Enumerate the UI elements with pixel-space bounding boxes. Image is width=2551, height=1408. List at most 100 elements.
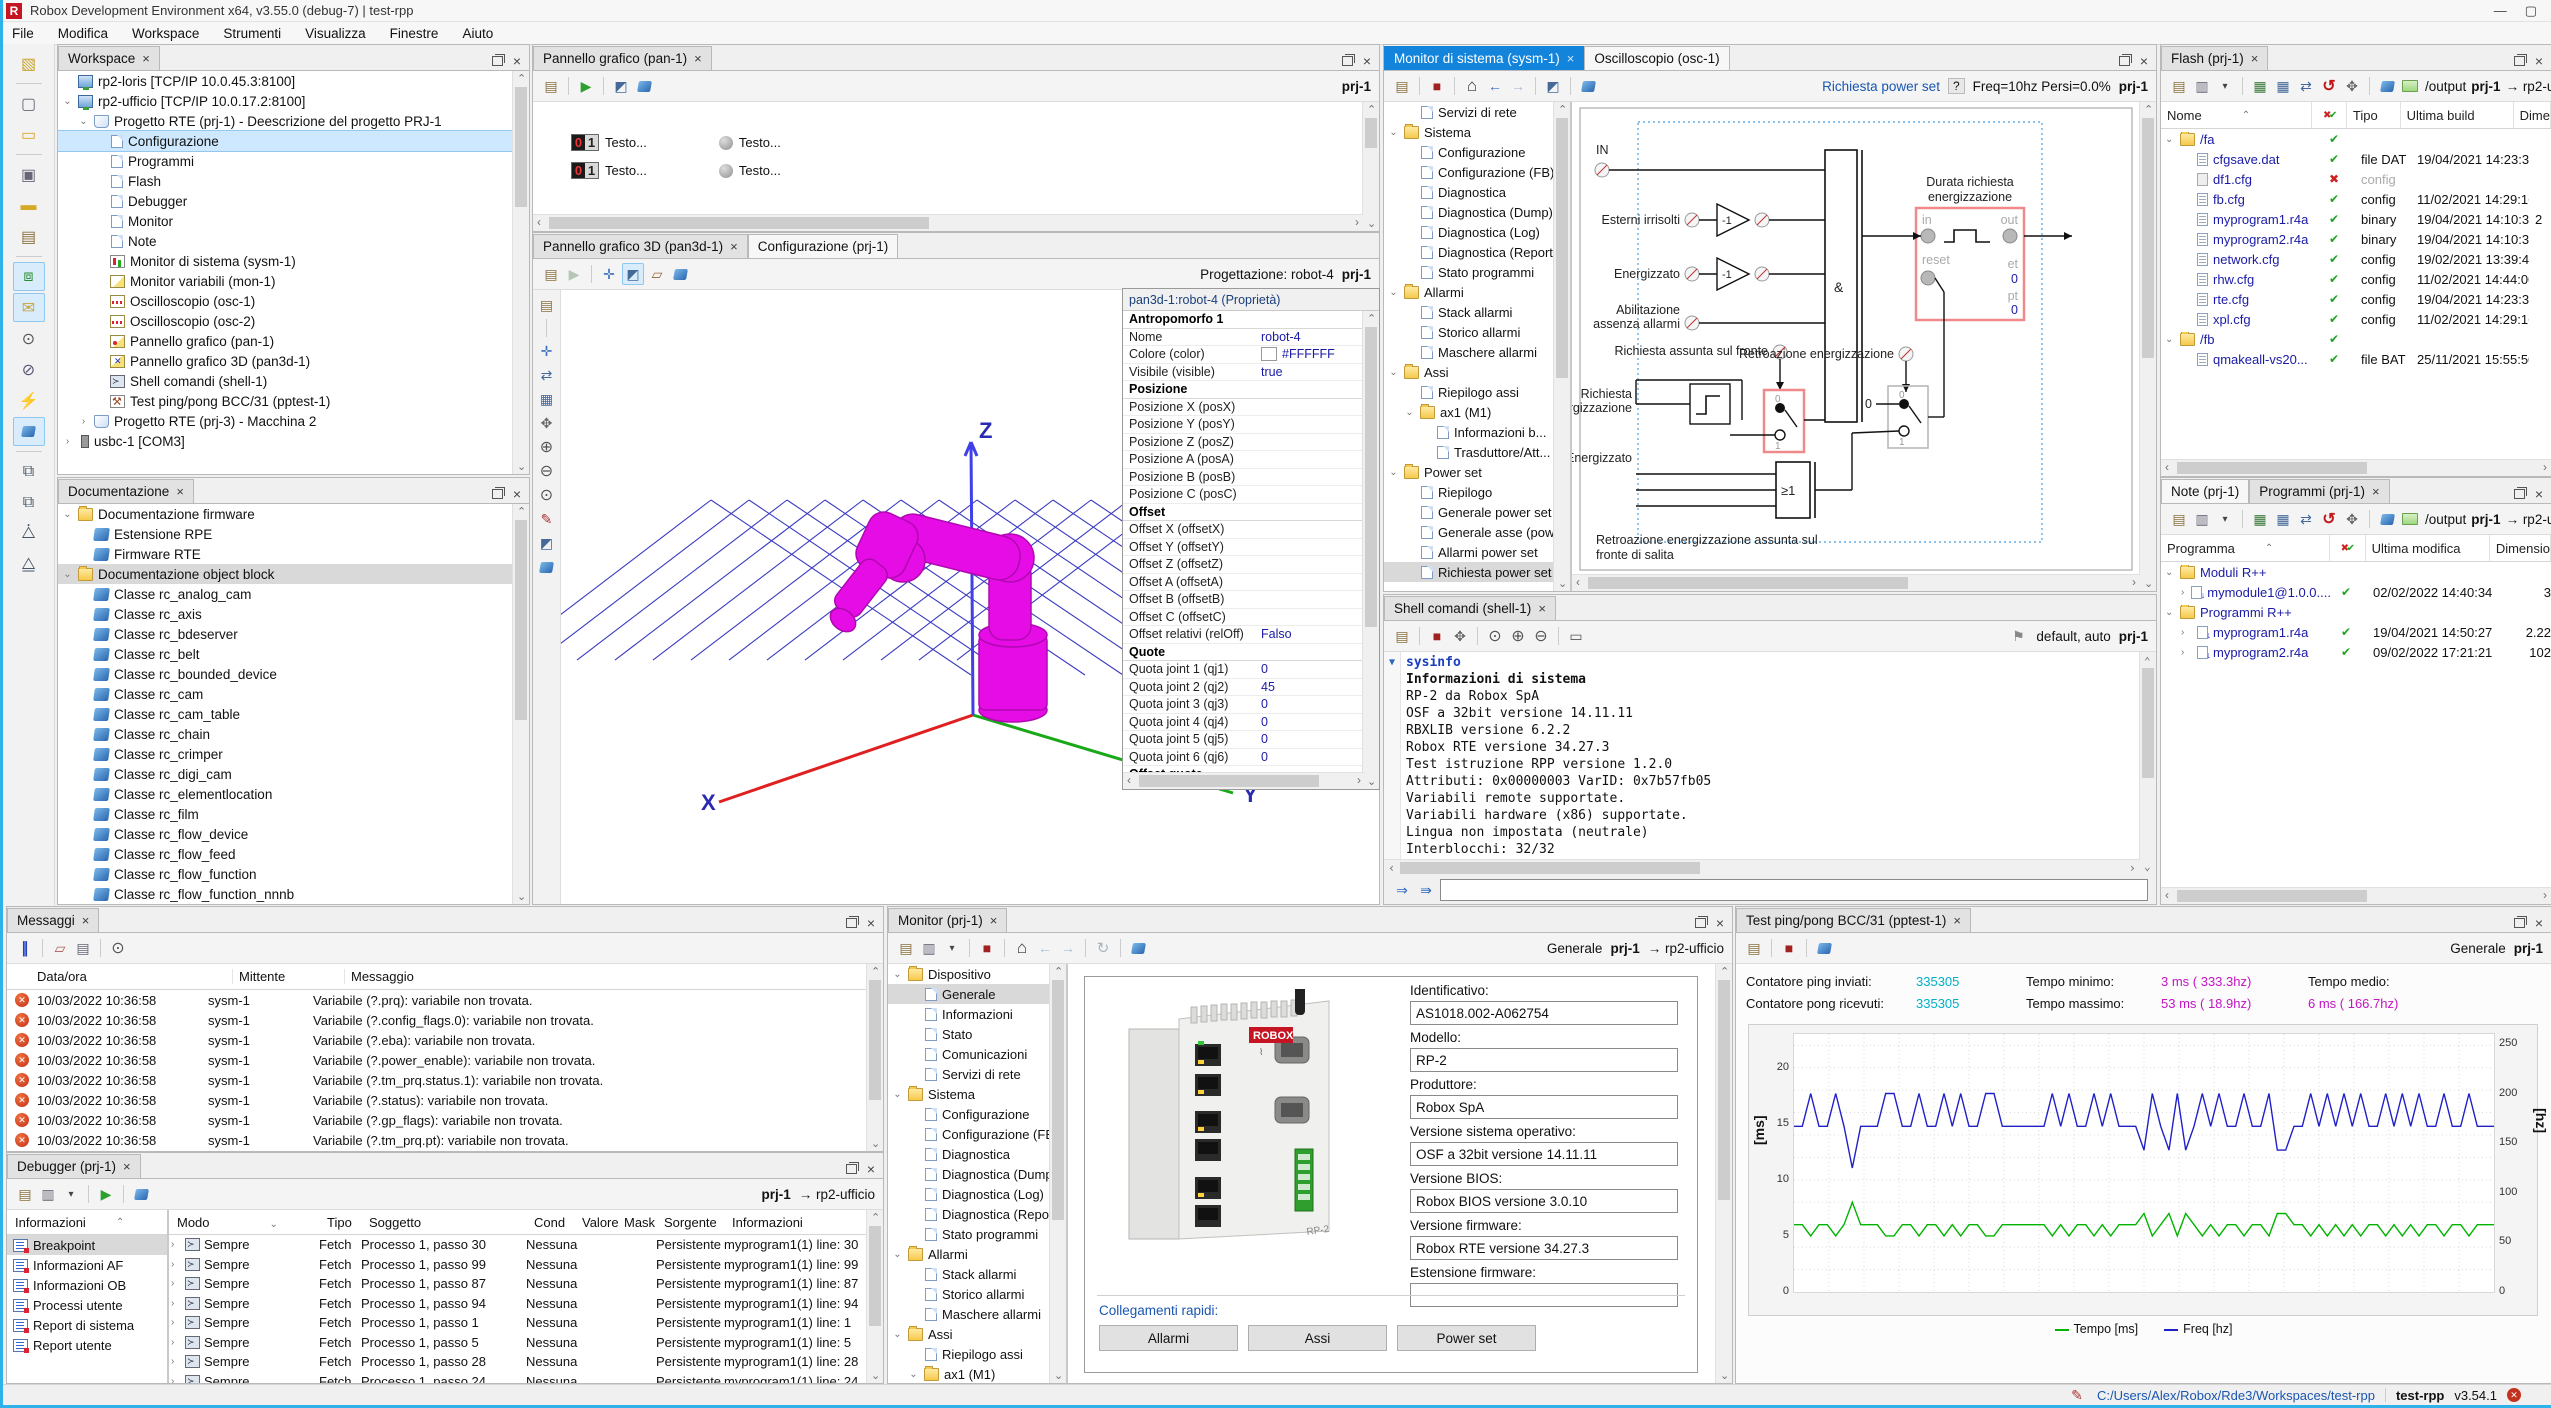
doc-tree-item[interactable]: Firmware RTE xyxy=(58,544,529,564)
expander-icon[interactable]: ⌄ xyxy=(1405,406,1414,418)
toolbar-icon[interactable] xyxy=(591,265,592,283)
property-value[interactable]: 45 xyxy=(1261,679,1275,694)
monitor-tree-item[interactable]: ⌄ ax1 (M1) xyxy=(888,1364,1066,1383)
windows-cascade-icon[interactable]: ⧊ xyxy=(21,524,36,542)
vertical-scrollbar[interactable] xyxy=(1715,964,1732,1383)
monitor-tree-item[interactable]: Generale xyxy=(888,984,1066,1004)
doc-tree-item[interactable]: ⌄ Documentazione firmware xyxy=(58,504,529,524)
toolbar-icon[interactable] xyxy=(2273,76,2293,96)
close-panel-icon[interactable]: × xyxy=(1362,53,1371,69)
toolbar-icon[interactable] xyxy=(564,264,584,284)
sysm-tree-item[interactable]: Configurazione xyxy=(1384,142,1570,162)
tab-pptest[interactable]: Test ping/pong BCC/31 (pptest-1) × xyxy=(1736,908,1971,932)
digital-indicator[interactable]: 0 1 xyxy=(571,134,599,151)
toolbar-icon[interactable] xyxy=(1771,939,1772,957)
shell-profile[interactable]: default, auto xyxy=(2036,628,2111,644)
save-icon[interactable]: ▣ xyxy=(20,166,37,184)
toolbar-icon[interactable] xyxy=(977,938,997,958)
property-row[interactable]: Offset X (offsetX) xyxy=(1123,521,1365,539)
lightning-icon[interactable]: ⚡ xyxy=(18,392,39,410)
message-row[interactable]: ✕ 10/03/2022 10:36:58 sysm-1 Variabile (… xyxy=(7,1070,883,1090)
float-panel-icon[interactable] xyxy=(845,1162,859,1174)
close-icon[interactable]: × xyxy=(730,239,738,254)
toolbar-icon[interactable] xyxy=(2215,76,2235,96)
sysm-tree-item[interactable]: Diagnostica (Log) xyxy=(1384,222,1570,242)
sysm-tree-item[interactable]: Riepilogo xyxy=(1384,482,1570,502)
expander-icon[interactable]: › xyxy=(65,435,70,447)
lamp-indicator[interactable] xyxy=(718,163,733,178)
column-status[interactable] xyxy=(2330,535,2366,561)
sysm-tree-item[interactable]: Trasduttore/Att... xyxy=(1384,442,1570,462)
property-value[interactable]: true xyxy=(1261,364,1283,379)
close-icon[interactable]: × xyxy=(989,913,998,928)
flash-row[interactable]: fb.cfg config 11/02/2021 14:29:16 xyxy=(2161,189,2551,209)
doc-tree-item[interactable]: Classe rc_axis xyxy=(58,604,529,624)
pan3d-tool-icon[interactable] xyxy=(537,389,557,409)
horizontal-scrollbar[interactable] xyxy=(2161,459,2551,476)
close-panel-icon[interactable]: × xyxy=(512,53,521,69)
toolbar-icon[interactable] xyxy=(568,77,569,95)
menu-item[interactable]: File xyxy=(12,26,34,41)
sysm-tree-item[interactable]: Generale asse (pow... xyxy=(1384,522,1570,542)
sysm-tree-item[interactable]: Stack allarmi xyxy=(1384,302,1570,322)
toolbar-icon[interactable] xyxy=(1093,938,1113,958)
monitor-tree-item[interactable]: Diagnostica (Dump) xyxy=(888,1164,1066,1184)
toolbar-icon[interactable] xyxy=(919,938,939,958)
float-panel-icon[interactable] xyxy=(491,487,505,499)
toolbar-icon[interactable] xyxy=(1508,76,1528,96)
toolbar-icon[interactable] xyxy=(1570,77,1571,95)
toolbar-icon[interactable] xyxy=(942,938,962,958)
breakpoint-row[interactable]: › Sempre Fetch Processo 1, passo 30 Ness… xyxy=(169,1235,883,1255)
column-informazioni[interactable]: Informazioni xyxy=(732,1214,803,1230)
workspace-tree-item[interactable]: rp2-loris [TCP/IP 10.0.45.3:8100] xyxy=(58,71,529,91)
toolbar-icon[interactable] xyxy=(2296,76,2316,96)
workspace-tree-item[interactable]: Monitor di sistema (sysm-1) xyxy=(58,251,529,271)
property-value[interactable]: 0 xyxy=(1261,662,1268,677)
field-value[interactable]: RP-2 xyxy=(1410,1048,1678,1072)
message-row[interactable]: ✕ 10/03/2022 10:36:58 sysm-1 Variabile (… xyxy=(7,1130,883,1150)
property-value[interactable]: 0 xyxy=(1261,697,1268,712)
expander-icon[interactable]: ⌄ xyxy=(1389,466,1398,478)
output-path[interactable]: /output xyxy=(2425,511,2467,527)
workspace-tree-item[interactable]: Configurazione xyxy=(58,130,529,152)
monitor-tree-item[interactable]: Configurazione xyxy=(888,1104,1066,1124)
toolbar-icon[interactable] xyxy=(1120,939,1121,957)
sysm-tree-item[interactable]: ⌄ ax1 (M1) xyxy=(1384,402,1570,422)
object-blocks-icon[interactable]: ⧈ xyxy=(12,262,45,291)
doc-tree-item[interactable]: Classe rc_chain xyxy=(58,724,529,744)
monitor-tree-item[interactable]: Maschere allarmi xyxy=(888,1304,1066,1324)
toolbar-icon[interactable] xyxy=(1454,77,1455,95)
workspace-tree-item[interactable]: Monitor variabili (mon-1) xyxy=(58,271,529,291)
close-icon[interactable]: × xyxy=(176,484,184,499)
workspace-tree-item[interactable]: Test ping/pong BCC/31 (pptest-1) xyxy=(58,391,529,411)
toolbar-icon[interactable] xyxy=(1566,626,1586,646)
horizontal-scrollbar[interactable] xyxy=(533,214,1363,231)
search-icon[interactable]: ⊙ xyxy=(21,330,36,348)
property-row[interactable]: Posizione A (posA) xyxy=(1123,451,1365,469)
attachment-icon[interactable]: ⊘ xyxy=(21,361,36,379)
toolbar-icon[interactable] xyxy=(1535,77,1536,95)
flash-row[interactable]: qmakeall-vs20... file BAT 25/11/2021 15:… xyxy=(2161,349,2551,369)
toolbar-icon[interactable] xyxy=(1012,938,1032,958)
property-row[interactable]: Colore (color) #FFFFFF xyxy=(1123,346,1365,364)
toolbar-icon[interactable] xyxy=(108,938,128,958)
column-sorgente[interactable]: Sorgente xyxy=(664,1214,717,1230)
lamp-indicator[interactable] xyxy=(718,135,733,150)
property-row[interactable]: Posizione X (posX) xyxy=(1123,399,1365,416)
doc-tree-item[interactable]: Classe rc_digi_cam xyxy=(58,764,529,784)
help-badge[interactable]: ? xyxy=(1947,78,1965,94)
sysm-tree-item[interactable]: Configurazione (FB) xyxy=(1384,162,1570,182)
new-document-icon[interactable]: ▢ xyxy=(20,95,37,113)
toolbar-icon[interactable] xyxy=(15,1184,35,1204)
toolbar-icon[interactable] xyxy=(2192,76,2212,96)
field-value[interactable]: OSF a 32bit versione 14.11.11 xyxy=(1410,1142,1678,1166)
toolbar-icon[interactable] xyxy=(2377,509,2397,529)
toolbar-icon[interactable] xyxy=(2242,510,2243,528)
float-panel-icon[interactable] xyxy=(1694,916,1708,928)
breakpoint-row[interactable]: › Sempre Fetch Processo 1, passo 5 Nessu… xyxy=(169,1333,883,1353)
sysm-tree-item[interactable]: Diagnostica (Dump) xyxy=(1384,202,1570,222)
property-value[interactable]: Falso xyxy=(1261,627,1292,642)
toolbar-icon[interactable] xyxy=(1058,938,1078,958)
assi-button[interactable]: Assi xyxy=(1248,1325,1387,1351)
property-row[interactable]: Quote xyxy=(1123,644,1365,661)
